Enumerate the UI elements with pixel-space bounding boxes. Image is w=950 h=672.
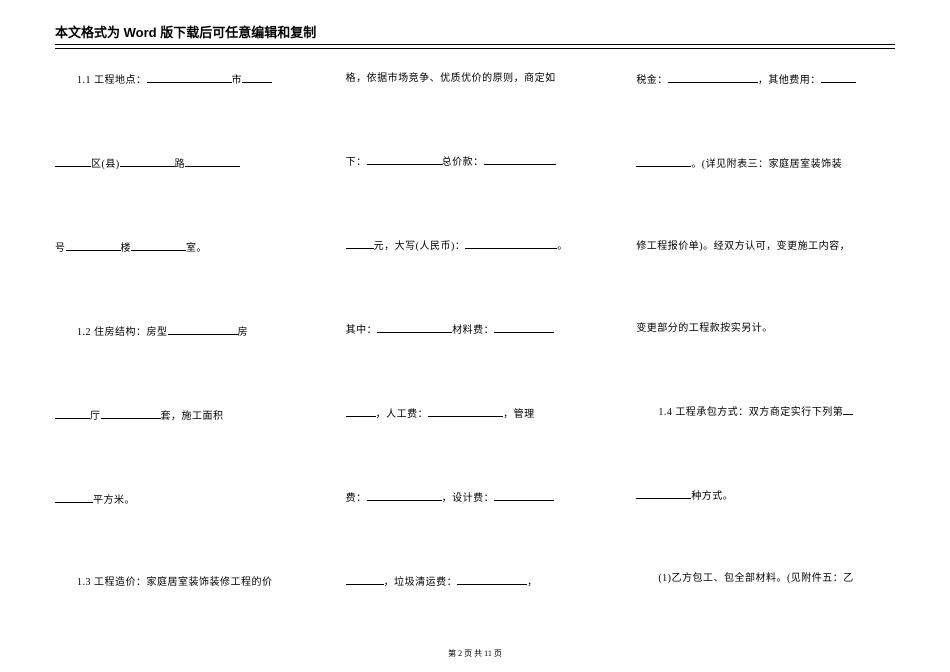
- blank: [346, 404, 376, 417]
- blank: [367, 488, 442, 501]
- text: 总价款：: [442, 157, 484, 168]
- text: 变更部分的工程款按实另计。: [636, 323, 773, 334]
- c2-l7: ，垃圾清运费： ，: [346, 572, 605, 592]
- blank: [668, 70, 758, 83]
- text: 楼: [121, 243, 132, 254]
- blank: [843, 402, 853, 415]
- text: 区(县): [91, 159, 120, 170]
- text: ，: [527, 577, 538, 588]
- blank: [346, 572, 384, 585]
- c1-l7: 1.3 工程造价：家庭居室装饰装修工程的价: [55, 574, 314, 592]
- text: ，设计费：: [442, 493, 495, 504]
- text: (1)乙方包工、包全部材料。(见附件五：乙: [658, 573, 854, 584]
- c2-l1: 格，依据市场竞争、优质优价的原则，商定如: [346, 70, 605, 88]
- text: 厅: [90, 411, 101, 422]
- blank: [168, 322, 238, 335]
- text: 号: [55, 243, 66, 254]
- blank: [821, 70, 856, 83]
- blank: [484, 152, 556, 165]
- c2-l2: 下： 总价款：: [346, 152, 605, 172]
- blank: [185, 154, 240, 167]
- c1-l4: 1.2 住房结构：房型 房: [55, 322, 314, 342]
- text: 路: [175, 159, 186, 170]
- text: 室。: [186, 243, 207, 254]
- text: 税金：: [636, 75, 668, 86]
- text: 下：: [346, 157, 367, 168]
- text: 1.4 工程承包方式：双方商定实行下列第: [658, 407, 843, 418]
- text: 元，大写(人民币)：: [374, 241, 466, 252]
- text: 费：: [346, 493, 367, 504]
- text: ，管理: [503, 409, 535, 420]
- c1-l5: 厅 套，施工面积: [55, 406, 314, 426]
- c3-l5: 1.4 工程承包方式：双方商定实行下列第: [636, 402, 895, 422]
- c1-l1: 1.1 工程地点： 市: [55, 70, 314, 90]
- c1-l2: 区(县) 路: [55, 154, 314, 174]
- text: 。(详见附表三：家庭居室装饰装: [691, 159, 842, 170]
- c3-l1: 税金： ，其他费用：: [636, 70, 895, 90]
- c3-l4: 变更部分的工程款按实另计。: [636, 320, 895, 338]
- text: 种方式。: [691, 491, 733, 502]
- c1-l3: 号 楼 室。: [55, 238, 314, 258]
- blank: [242, 70, 272, 83]
- text: 房: [238, 327, 249, 338]
- text: ，其他费用：: [758, 75, 821, 86]
- header-rule: [55, 48, 895, 49]
- blank: [457, 572, 527, 585]
- text: 1.1 工程地点：: [77, 75, 147, 86]
- c2-l6: 费： ，设计费：: [346, 488, 605, 508]
- text: 修工程报价单)。经双方认可，变更施工内容，: [636, 241, 850, 252]
- text: 套，施工面积: [161, 411, 224, 422]
- blank: [120, 154, 175, 167]
- blank: [636, 486, 691, 499]
- text: 格，依据市场竞争、优质优价的原则，商定如: [346, 73, 556, 84]
- blank: [636, 154, 691, 167]
- page-footer: 第 2 页 共 11 页: [0, 648, 950, 659]
- document-page: 本文格式为 Word 版下载后可任意编辑和复制 1.1 工程地点： 市 区(县) 路…: [0, 0, 950, 672]
- blank: [55, 490, 93, 503]
- blank: [55, 154, 91, 167]
- blank: [66, 238, 121, 251]
- c2-l3: 元，大写(人民币)： 。: [346, 236, 605, 256]
- c3-l6: 种方式。: [636, 486, 895, 506]
- content-columns: 1.1 工程地点： 市 区(县) 路 号 楼 室。 1.2 住房结构：房型 房 厅 套，施工…: [55, 70, 895, 642]
- text: 材料费：: [452, 325, 494, 336]
- blank: [428, 404, 503, 417]
- blank: [346, 236, 374, 249]
- blank: [131, 238, 186, 251]
- blank: [147, 70, 232, 83]
- c1-l6: 平方米。: [55, 490, 314, 510]
- blank: [494, 320, 554, 333]
- c2-l5: ，人工费： ，管理: [346, 404, 605, 424]
- text: 1.3 工程造价：家庭居室装饰装修工程的价: [77, 577, 273, 588]
- blank: [367, 152, 442, 165]
- text: ，人工费：: [376, 409, 429, 420]
- c3-l2: 。(详见附表三：家庭居室装饰装: [636, 154, 895, 174]
- blank: [101, 406, 161, 419]
- blank: [55, 406, 90, 419]
- blank: [377, 320, 452, 333]
- page-header: 本文格式为 Word 版下载后可任意编辑和复制: [55, 22, 895, 45]
- text: ，垃圾清运费：: [384, 577, 458, 588]
- c3-l7: (1)乙方包工、包全部材料。(见附件五：乙: [636, 570, 895, 588]
- text: 1.2 住房结构：房型: [77, 327, 168, 338]
- text: 市: [232, 75, 243, 86]
- blank: [494, 488, 554, 501]
- text: 其中：: [346, 325, 378, 336]
- text: 平方米。: [93, 495, 135, 506]
- c2-l4: 其中： 材料费：: [346, 320, 605, 340]
- c3-l3: 修工程报价单)。经双方认可，变更施工内容，: [636, 238, 895, 256]
- blank: [465, 236, 557, 249]
- text: 。: [557, 241, 568, 252]
